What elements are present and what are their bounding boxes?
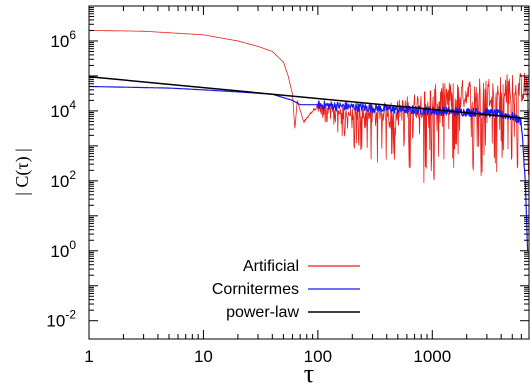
plot-background (89, 6, 529, 339)
y-axis-title: | C(τ) | (12, 148, 33, 195)
series-layer (88, 30, 530, 251)
legend-label-cornitermes: Cornitermes (212, 281, 299, 298)
x-tick-label: 100 (304, 347, 332, 366)
legend: Artificial Cornitermes power-law (212, 258, 360, 321)
series-line-artificial (89, 30, 530, 183)
series-line-power-law (88, 75, 530, 120)
x-tick-label: 10 (194, 347, 213, 366)
plot-frame (88, 5, 530, 340)
legend-label-power-law: power-law (226, 304, 299, 321)
y-tick-label: 10-2 (46, 308, 76, 331)
y-tick-label: 100 (50, 238, 76, 261)
x-axis-title: τ (304, 359, 314, 388)
axes-layer: 1 10 100 1000 10-2 100 102 104 106 (46, 5, 530, 366)
y-tick-label: 106 (50, 28, 76, 51)
x-tick-label: 1 (84, 347, 93, 366)
y-tick-label: 102 (50, 168, 76, 191)
y-tick-label: 104 (50, 98, 76, 121)
x-tick-label: 1000 (413, 347, 451, 366)
legend-label-artificial: Artificial (243, 258, 299, 275)
